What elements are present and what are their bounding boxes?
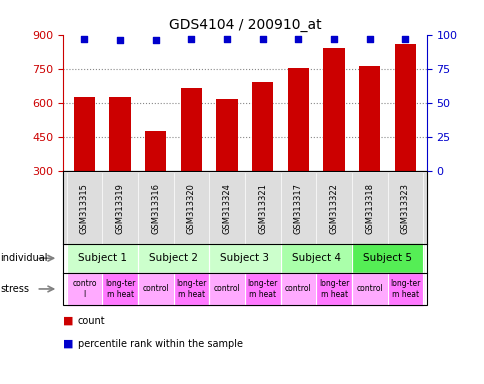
Bar	[74, 97, 95, 239]
Text: contro
l: contro l	[72, 279, 96, 299]
Text: GSM313320: GSM313320	[186, 183, 196, 234]
Text: GSM313322: GSM313322	[329, 183, 338, 234]
Text: control: control	[213, 285, 240, 293]
Text: long-ter
m heat: long-ter m heat	[390, 279, 420, 299]
Text: long-ter
m heat: long-ter m heat	[318, 279, 348, 299]
Bar	[252, 82, 273, 239]
Text: long-ter
m heat: long-ter m heat	[176, 279, 206, 299]
Text: control: control	[142, 285, 169, 293]
Text: individual: individual	[0, 253, 47, 263]
Point	[116, 37, 124, 43]
Text: long-ter
m heat: long-ter m heat	[105, 279, 135, 299]
Text: Subject 4: Subject 4	[291, 253, 340, 263]
Text: long-ter
m heat: long-ter m heat	[247, 279, 277, 299]
Bar	[358, 66, 379, 239]
Bar	[287, 68, 308, 239]
Text: GSM313315: GSM313315	[80, 183, 89, 234]
Point	[223, 36, 230, 42]
Point	[151, 37, 159, 43]
Text: GSM313319: GSM313319	[115, 183, 124, 234]
Text: GSM313318: GSM313318	[364, 183, 374, 234]
Text: ■: ■	[63, 316, 74, 326]
Text: Subject 3: Subject 3	[220, 253, 269, 263]
Text: GSM313324: GSM313324	[222, 183, 231, 234]
Title: GDS4104 / 200910_at: GDS4104 / 200910_at	[168, 18, 320, 32]
Point	[258, 36, 266, 42]
Bar	[181, 88, 202, 239]
Point	[294, 36, 302, 42]
Bar	[145, 131, 166, 239]
Bar	[323, 48, 344, 239]
Text: GSM313317: GSM313317	[293, 183, 302, 234]
Point	[401, 36, 408, 42]
Text: ■: ■	[63, 339, 74, 349]
Text: control: control	[285, 285, 311, 293]
Point	[365, 36, 373, 42]
Text: GSM313316: GSM313316	[151, 183, 160, 234]
Text: Subject 5: Subject 5	[363, 253, 411, 263]
Text: control: control	[356, 285, 382, 293]
Text: GSM313321: GSM313321	[257, 183, 267, 234]
Point	[330, 36, 337, 42]
Text: stress: stress	[0, 284, 29, 294]
Text: GSM313323: GSM313323	[400, 183, 409, 234]
Bar	[109, 97, 131, 239]
Text: Subject 2: Subject 2	[149, 253, 197, 263]
Bar	[394, 44, 415, 239]
Text: percentile rank within the sample: percentile rank within the sample	[77, 339, 242, 349]
Point	[187, 36, 195, 42]
Point	[80, 36, 88, 42]
Bar	[216, 99, 237, 239]
Text: count: count	[77, 316, 105, 326]
Text: Subject 1: Subject 1	[77, 253, 126, 263]
